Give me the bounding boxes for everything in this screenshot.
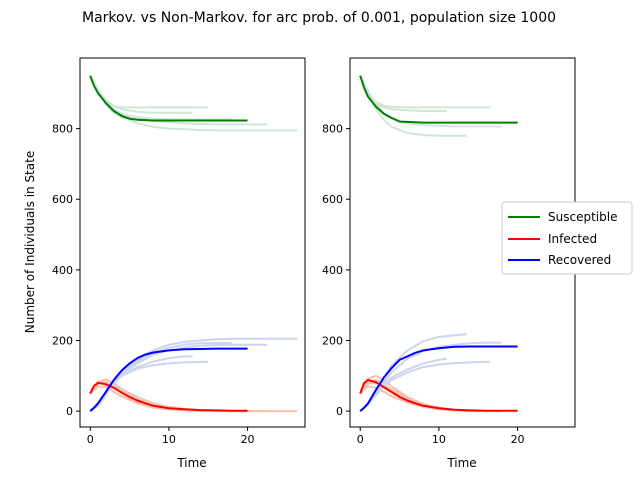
left-replicate-susceptible-line xyxy=(89,75,268,126)
right-x-tick-label: 20 xyxy=(511,433,525,446)
left-replicate-recovered-line xyxy=(89,342,232,412)
left-mean-lines xyxy=(89,75,248,412)
legend-box xyxy=(501,201,633,275)
left-y-tick-label: 800 xyxy=(52,123,73,136)
legend: Susceptible Infected Recovered xyxy=(501,201,633,275)
right-x-tick-label: 10 xyxy=(432,433,446,446)
right-replicate-recovered-line xyxy=(359,341,502,412)
left-x-tick-label: 0 xyxy=(87,433,94,446)
left-x-tick-label: 10 xyxy=(162,433,176,446)
right-y-tick-label: 400 xyxy=(322,264,343,277)
left-y-tick-label: 0 xyxy=(66,405,73,418)
left-y-tick-label: 600 xyxy=(52,193,73,206)
right-y-tick-label: 800 xyxy=(322,123,343,136)
left-series-susceptible-line xyxy=(89,75,248,122)
right-y-tick-label: 0 xyxy=(336,405,343,418)
right-series-recovered-line xyxy=(359,345,518,412)
legend-label-recovered: Recovered xyxy=(548,253,611,267)
left-x-axis-label: Time xyxy=(176,456,206,470)
left-x-tick-label: 20 xyxy=(241,433,255,446)
left-replicate-lines xyxy=(89,75,298,413)
left-y-tick-label: 400 xyxy=(52,264,73,277)
left-series-infected-line xyxy=(89,381,248,412)
left-y-axis-label: Number of Individuals in State xyxy=(23,151,37,333)
left-replicate-susceptible-line xyxy=(89,75,298,132)
right-y-tick-label: 600 xyxy=(322,193,343,206)
right-y-tick-label: 200 xyxy=(322,334,343,347)
legend-label-susceptible: Susceptible xyxy=(548,210,617,224)
figure-title: Markov. vs Non-Markov. for arc prob. of … xyxy=(82,10,556,26)
left-y-tick-label: 200 xyxy=(52,334,73,347)
right-replicate-susceptible-line xyxy=(359,75,490,109)
right-replicate-recovered-line xyxy=(359,357,447,412)
left-series-recovered-line xyxy=(89,347,248,412)
right-replicate-susceptible-line xyxy=(359,75,502,128)
right-x-tick-label: 0 xyxy=(357,433,364,446)
right-mean-lines xyxy=(359,75,518,412)
legend-label-infected: Infected xyxy=(548,232,597,246)
right-series-infected-line xyxy=(359,379,518,412)
left-plot-frame xyxy=(79,57,306,428)
right-replicate-lines xyxy=(359,75,502,413)
right-x-axis-label: Time xyxy=(446,456,476,470)
right-series-susceptible-line xyxy=(359,75,518,124)
